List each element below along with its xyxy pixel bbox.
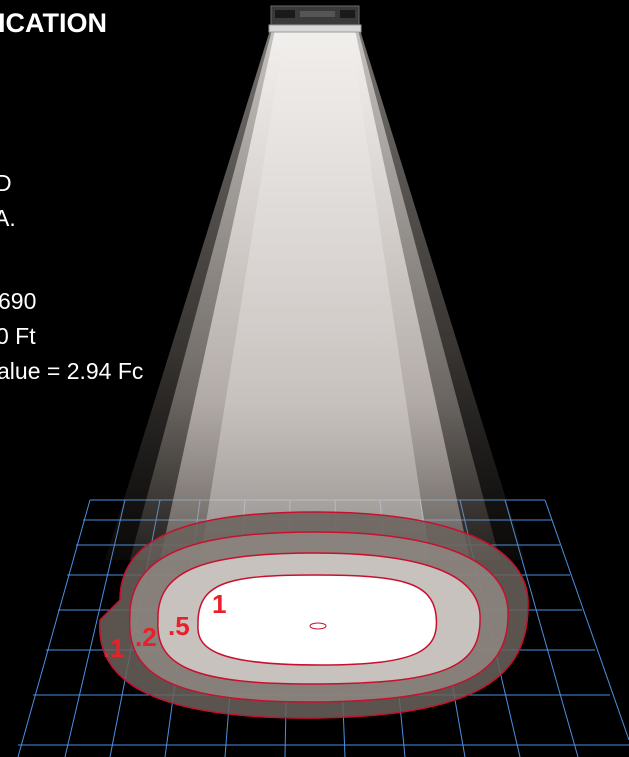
info-line-1: D: [0, 170, 12, 196]
contour-1: [197, 574, 438, 666]
info-line-3: 690: [0, 288, 37, 314]
contour-label-0.1: .1: [103, 633, 125, 663]
light-fixture-icon: [268, 5, 362, 33]
info-line-4: 0 Ft: [0, 323, 36, 349]
info-line-2: A.: [0, 205, 16, 231]
info-line-5: alue = 2.94 Fc: [0, 358, 144, 384]
isolux-contours: [98, 511, 529, 719]
contour-label-0.2: .2: [135, 622, 157, 652]
page-title: ICATION: [0, 8, 107, 38]
contour-labels: .1 .2 .5 1: [103, 589, 226, 663]
light-beam: [105, 30, 525, 560]
center-marker: [309, 622, 327, 630]
contour-label-1: 1: [212, 589, 226, 619]
contour-label-0.5: .5: [168, 611, 190, 641]
